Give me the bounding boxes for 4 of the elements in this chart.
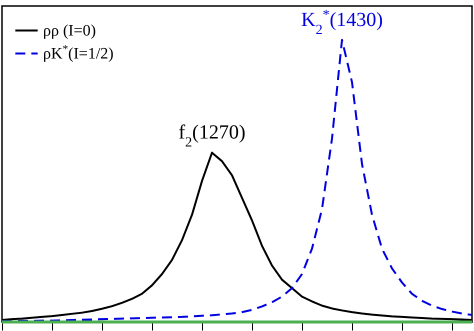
legend-label: ρρ (I=0) [43, 22, 96, 40]
annotation: f$_{2}$(1270) [178, 122, 246, 150]
text: K$_{2}$$^{*}$(1430) [301, 7, 383, 38]
legend-label: ρK$^{*}$(I=1/2) [43, 44, 114, 62]
